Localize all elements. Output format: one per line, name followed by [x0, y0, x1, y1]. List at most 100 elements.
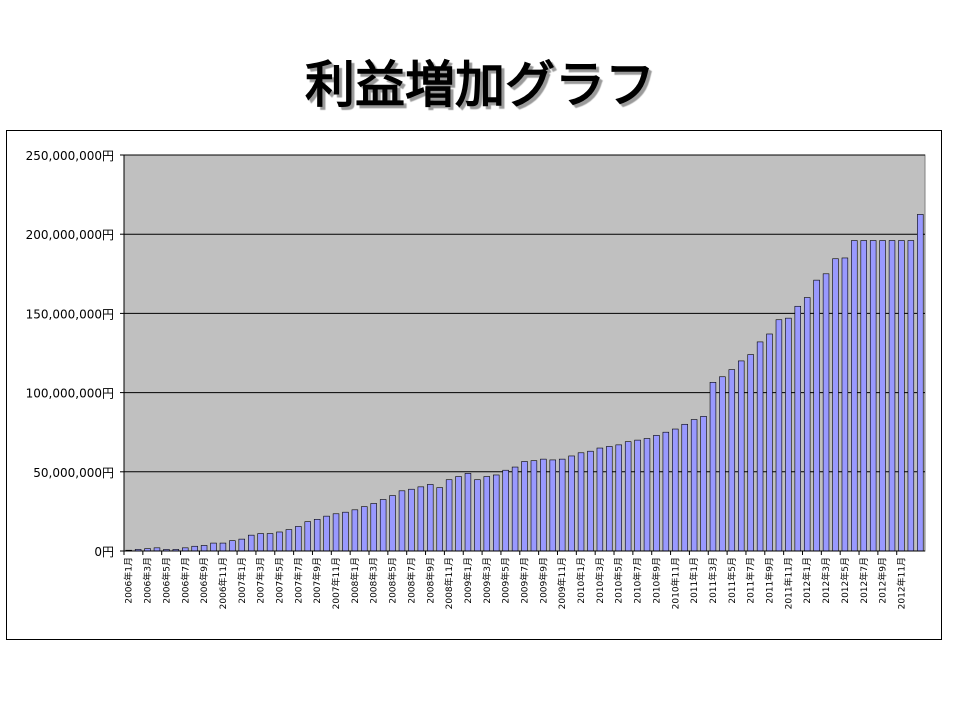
x-tick-label: 2011年5月: [726, 557, 738, 604]
y-tick-label: 100,000,000円: [26, 387, 114, 401]
x-tick-label: 2010年1月: [575, 557, 587, 604]
bar: [813, 279, 820, 552]
bar: [436, 487, 443, 552]
bar: [653, 435, 660, 552]
bar: [860, 240, 867, 552]
profit-bar-chart: 0円 50,000,000円 100,000,000円 150,000,000円 200…: [26, 149, 926, 609]
bar: [558, 458, 566, 552]
bar: [191, 545, 198, 552]
bar: [869, 240, 877, 552]
bar: [445, 479, 453, 552]
bar: [577, 452, 585, 552]
bar: [257, 533, 264, 552]
x-tick-label: 2009年5月: [500, 557, 512, 604]
bar: [351, 509, 359, 552]
bar: [587, 450, 594, 552]
y-tick-label: 150,000,000円: [26, 307, 114, 321]
bar: [549, 459, 556, 552]
bar: [615, 444, 622, 552]
x-tick-label: 2010年3月: [594, 557, 606, 604]
bar: [464, 473, 472, 552]
y-tick-label: 200,000,000円: [26, 228, 114, 242]
bar: [747, 354, 754, 552]
bar: [342, 511, 349, 552]
bar: [832, 258, 839, 552]
bar: [643, 438, 651, 552]
bar: [474, 479, 481, 552]
bar: [361, 506, 368, 552]
bar: [681, 423, 688, 552]
bar: [917, 214, 924, 552]
x-tick-label: 2006年7月: [179, 557, 191, 604]
x-tick-label: 2011年1月: [688, 557, 700, 604]
bar: [822, 273, 830, 552]
x-tick-label: 2010年5月: [613, 557, 625, 604]
bar: [304, 521, 311, 552]
bar: [408, 488, 415, 552]
bar: [700, 416, 707, 552]
bar: [200, 545, 208, 552]
bar: [756, 341, 764, 552]
bar: [511, 466, 519, 552]
bar: [879, 240, 886, 552]
bar: [766, 333, 773, 552]
x-tick-label: 2006年5月: [160, 557, 172, 604]
x-tick-label: 2007年3月: [255, 557, 267, 604]
bar: [690, 419, 698, 552]
bar: [295, 526, 302, 552]
bar: [728, 369, 736, 552]
bar: [709, 382, 717, 552]
bar: [568, 455, 575, 552]
x-tick-label: 2006年9月: [198, 557, 210, 604]
x-tick-label: 2007年1月: [236, 557, 248, 604]
bar: [483, 476, 491, 552]
bar: [427, 484, 434, 552]
bar: [530, 460, 538, 552]
bar: [794, 305, 801, 552]
x-tick-label: 2012年7月: [858, 557, 870, 604]
x-tick-label: 2010年11月: [669, 557, 681, 609]
x-tick-label: 2009年9月: [537, 557, 549, 604]
bar: [210, 542, 217, 552]
bar: [417, 486, 425, 552]
slide-title: 利益増加グラフ: [305, 56, 655, 114]
x-tick-label: 2012年5月: [839, 557, 851, 604]
x-tick-label: 2010年7月: [632, 557, 644, 604]
x-tick-label: 2012年11月: [895, 557, 907, 609]
bar: [898, 240, 905, 552]
bar: [276, 531, 283, 552]
bar: [493, 474, 500, 552]
bar: [662, 431, 670, 552]
x-tick-label: 2010年9月: [650, 557, 662, 604]
x-tick-label: 2008年7月: [405, 557, 417, 604]
bar: [455, 476, 462, 552]
x-tick-label: 2007年5月: [273, 557, 285, 604]
bar: [323, 515, 330, 552]
x-tick-label: 2008年11月: [443, 557, 455, 609]
bar: [672, 428, 679, 552]
bar: [238, 538, 246, 552]
x-tick-label: 2012年3月: [820, 557, 832, 604]
bar: [738, 360, 745, 552]
bar: [313, 519, 321, 552]
bar: [285, 529, 293, 552]
x-tick-label: 2008年3月: [368, 557, 380, 604]
x-tick-label: 2007年7月: [292, 557, 304, 604]
x-tick-label: 2011年7月: [745, 557, 757, 604]
x-tick-label: 2012年1月: [801, 557, 813, 604]
bar: [332, 513, 340, 552]
x-tick-label: 2009年1月: [462, 557, 474, 604]
y-tick-label: 250,000,000円: [26, 149, 114, 163]
bar: [596, 447, 604, 552]
bar: [398, 490, 406, 552]
x-tick-label: 2009年3月: [481, 557, 493, 604]
bar: [775, 319, 783, 552]
x-tick-label: 2006年11月: [217, 557, 229, 609]
bar: [370, 503, 377, 552]
y-tick-label: 0円: [94, 545, 114, 559]
bar: [379, 499, 387, 552]
bar: [521, 461, 528, 552]
bar: [219, 542, 227, 552]
x-tick-label: 2007年11月: [330, 557, 342, 609]
bar: [229, 540, 236, 552]
